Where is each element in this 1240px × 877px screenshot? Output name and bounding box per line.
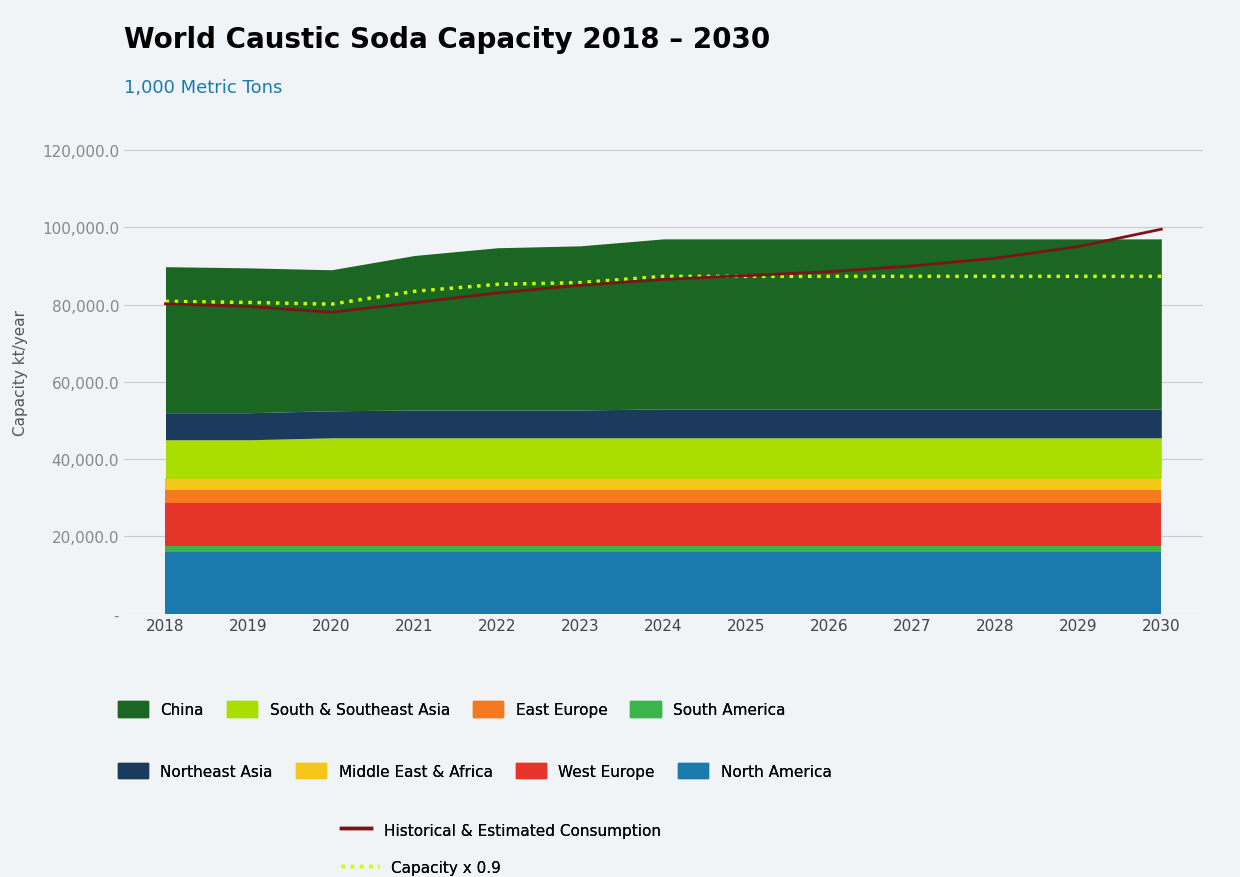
Text: 1,000 Metric Tons: 1,000 Metric Tons bbox=[124, 79, 283, 97]
Legend: Historical & Estimated Consumption: Historical & Estimated Consumption bbox=[335, 816, 667, 844]
Legend: Northeast Asia, Middle East & Africa, West Europe, North America: Northeast Asia, Middle East & Africa, We… bbox=[112, 757, 837, 785]
Text: World Caustic Soda Capacity 2018 – 2030: World Caustic Soda Capacity 2018 – 2030 bbox=[124, 26, 770, 54]
Y-axis label: Capacity kt/year: Capacity kt/year bbox=[14, 310, 29, 436]
Legend: China, South & Southeast Asia, East Europe, South America: China, South & Southeast Asia, East Euro… bbox=[112, 695, 791, 724]
Legend: Capacity x 0.9: Capacity x 0.9 bbox=[335, 853, 507, 877]
